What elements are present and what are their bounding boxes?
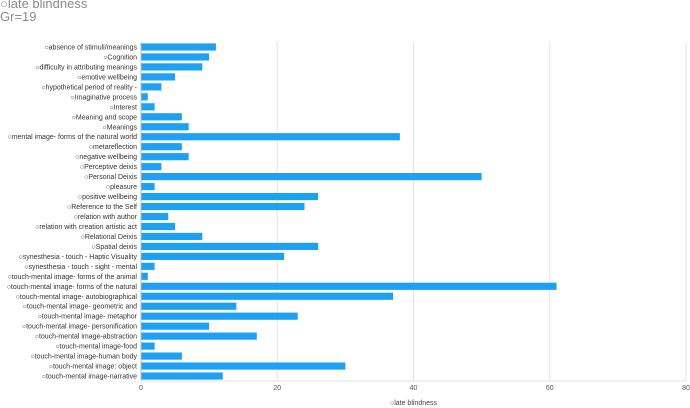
x-axis-label: ○late blindness — [390, 400, 438, 407]
category-label: ○Perceptive deixis — [80, 164, 138, 171]
category-label: ○touch-mental image-human body — [30, 354, 137, 361]
bar — [141, 83, 162, 91]
category-label: ○Cognition — [103, 54, 137, 61]
bar — [141, 342, 155, 350]
bar — [141, 272, 148, 280]
bar — [141, 332, 257, 340]
bar — [141, 173, 482, 181]
category-label: ○Meaning and scope — [72, 114, 137, 121]
category-label: ○touch-mental image- geometric and — [23, 304, 137, 311]
category-label: ○hypothetical period of reality - — [41, 84, 137, 91]
bar — [141, 133, 400, 141]
bar — [141, 103, 155, 111]
category-label: ○touch-mental image-narrative — [42, 374, 137, 381]
bars — [141, 43, 557, 380]
bar — [141, 322, 210, 330]
category-label: ○touch-mental image- forms of the natura… — [7, 284, 138, 291]
category-label: ○Reference to the Self — [67, 204, 137, 211]
bar — [141, 302, 237, 310]
category-label: ○Interest — [109, 104, 137, 111]
category-label: ○Relational Deixis — [81, 234, 138, 241]
category-label: ○touch-mental image- autobiographical — [16, 294, 138, 301]
category-label: ○touch-mental image- forms of the animal — [7, 274, 137, 281]
bar — [141, 202, 305, 211]
category-label: ○touch-mental image- personification — [22, 324, 137, 331]
bar — [141, 232, 203, 241]
bar — [141, 153, 189, 161]
category-label: ○difficulty in attributing meanings — [35, 64, 137, 71]
category-label: ○synesthesia - touch - Haptic Visuality — [19, 254, 138, 261]
category-label: ○absence of stimuli/meanings — [44, 44, 137, 51]
chart-title: ○late blindness — [0, 0, 88, 11]
category-labels: ○absence of stimuli/meanings ○Cognition ○d… — [7, 44, 138, 380]
bar — [141, 123, 189, 131]
category-label: ○negative wellbeing — [75, 154, 137, 161]
grid-lines — [140, 42, 687, 382]
bar — [141, 163, 162, 171]
bar — [141, 73, 176, 81]
tick-labels: 0 20 40 60 80 — [139, 385, 690, 392]
bar — [141, 212, 169, 221]
category-label: ○positive wellbeing — [78, 194, 137, 201]
bar — [141, 252, 285, 260]
x-tick-label: 0 — [139, 385, 143, 392]
bar — [141, 53, 210, 61]
category-label: ○touch-mental image- metaphor — [37, 314, 137, 321]
bar — [141, 312, 298, 320]
category-label: ○relation with creation artistic act — [35, 224, 137, 231]
category-label: ○relation with author — [74, 214, 138, 221]
category-label: ○Personal Deixis — [84, 174, 137, 181]
category-label: ○touch-mental image-abstraction — [35, 334, 137, 341]
category-label: ○touch-mental image: object — [49, 364, 137, 371]
bar — [141, 63, 203, 71]
bar — [141, 352, 182, 360]
bar — [141, 222, 176, 231]
bar — [141, 113, 182, 121]
bar — [141, 262, 155, 270]
bar — [141, 372, 223, 380]
category-label: ○synesthesia - touch - sight - mental — [24, 264, 137, 271]
category-label: ○touch-mental image-food — [55, 344, 137, 351]
bar — [141, 282, 557, 290]
x-tick-label: 40 — [410, 385, 418, 392]
category-label: ○emotive wellbeing — [77, 74, 137, 81]
category-label: ○Meanings — [102, 124, 137, 131]
x-tick-label: 20 — [273, 385, 281, 392]
bar — [141, 192, 319, 201]
category-label: ○pleasure — [106, 184, 137, 191]
bar — [141, 362, 346, 370]
chart-subtitle: Gr=19 — [0, 9, 37, 24]
bar — [141, 242, 319, 250]
bar — [141, 43, 216, 51]
bar — [141, 93, 148, 101]
category-label: ○Spatial deixis — [92, 244, 138, 251]
category-label: ○mental image- forms of the natural worl… — [7, 134, 137, 141]
bar — [141, 292, 394, 300]
x-tick-label: 60 — [546, 385, 554, 392]
bar — [141, 143, 182, 151]
category-label: ○Imaginative process — [71, 94, 138, 101]
category-label: ○metareflection — [89, 144, 137, 151]
bar — [141, 182, 155, 191]
x-tick-label: 80 — [682, 385, 690, 392]
